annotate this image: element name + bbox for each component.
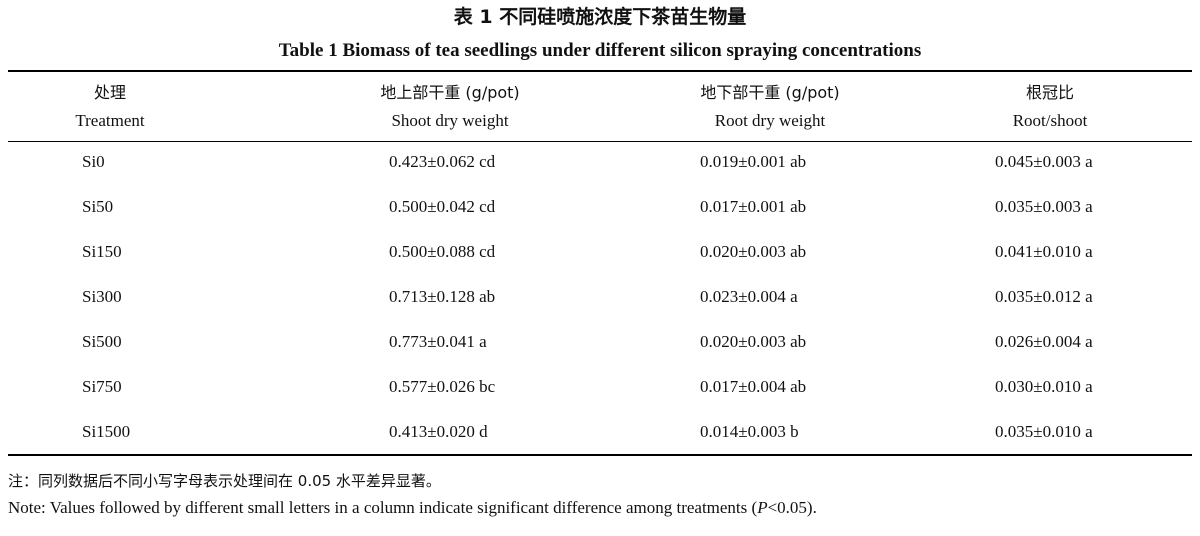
row-si0-treatment: Si0 [82, 152, 105, 171]
table-caption-en: Table 1 Biomass of tea seedlings under d… [278, 40, 922, 61]
header-treatment-cn: 处理 [93, 83, 126, 102]
row-si1500-shoot: 0.413±0.020 d [389, 422, 488, 441]
header-treatment-en: Treatment [75, 111, 145, 130]
header-shoot-en: Shoot dry weight [391, 111, 509, 130]
row-si750-ratio: 0.030±0.010 a [995, 377, 1093, 396]
row-si0-shoot: 0.423±0.062 cd [389, 152, 496, 171]
row-si50-root: 0.017±0.001 ab [700, 197, 807, 216]
row-si300-root: 0.023±0.004 a [700, 287, 798, 306]
row-si50-treatment: Si50 [82, 197, 114, 216]
row-si300-ratio: 0.035±0.012 a [995, 287, 1093, 306]
header-root-en: Root dry weight [714, 111, 826, 130]
header-ratio-cn: 根冠比 [1025, 83, 1074, 102]
row-si500-root: 0.020±0.003 ab [700, 332, 807, 351]
table-note-en-before: Note: Values followed by different small… [8, 498, 758, 517]
row-si500-shoot: 0.773±0.041 a [389, 332, 487, 351]
row-si150-shoot: 0.500±0.088 cd [389, 242, 496, 261]
row-si50-shoot: 0.500±0.042 cd [389, 197, 496, 216]
row-si750-treatment: Si750 [82, 377, 122, 396]
table-caption-cn: 表 1 不同硅喷施浓度下茶苗生物量 [453, 6, 747, 28]
top-rule [8, 70, 1192, 72]
row-si150-ratio: 0.041±0.010 a [995, 242, 1093, 261]
row-si1500-ratio: 0.035±0.010 a [995, 422, 1093, 441]
header-rule [8, 141, 1192, 142]
row-si150-treatment: Si150 [82, 242, 122, 261]
table-note-cn: 注：同列数据后不同小写字母表示处理间在 0.05 水平差异显著。 [8, 472, 441, 490]
row-si750-shoot: 0.577±0.026 bc [389, 377, 496, 396]
row-si0-root: 0.019±0.001 ab [700, 152, 807, 171]
bottom-rule [8, 454, 1192, 456]
header-root-cn: 地下部干重 (g/pot) [700, 83, 840, 102]
row-si300-shoot: 0.713±0.128 ab [389, 287, 496, 306]
row-si500-ratio: 0.026±0.004 a [995, 332, 1093, 351]
row-si50-ratio: 0.035±0.003 a [995, 197, 1093, 216]
row-si0-ratio: 0.045±0.003 a [995, 152, 1093, 171]
table-note-en-after: <0.05). [767, 498, 817, 517]
row-si500-treatment: Si500 [82, 332, 122, 351]
row-si150-root: 0.020±0.003 ab [700, 242, 807, 261]
row-si750-root: 0.017±0.004 ab [700, 377, 807, 396]
table-note-en-p: P [757, 498, 768, 517]
row-si1500-treatment: Si1500 [82, 422, 131, 441]
row-si300-treatment: Si300 [82, 287, 122, 306]
row-si1500-root: 0.014±0.003 b [700, 422, 799, 441]
table-note-en: Note: Values followed by different small… [8, 497, 817, 519]
header-shoot-cn: 地上部干重 (g/pot) [380, 83, 520, 102]
header-ratio-en: Root/shoot [1012, 111, 1088, 130]
